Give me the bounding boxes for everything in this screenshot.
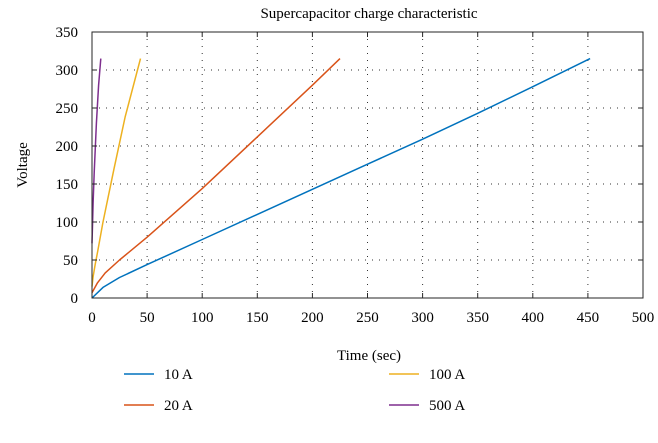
x-tick-label: 400: [522, 310, 545, 326]
series-line-500-a: [91, 58, 102, 244]
y-tick-label: 0: [71, 291, 79, 307]
x-tick-label: 50: [140, 310, 155, 326]
x-tick-label: 450: [577, 310, 600, 326]
x-tick-label: 500: [632, 310, 655, 326]
x-tick-label: 250: [356, 310, 379, 326]
series-layer: [91, 57, 591, 299]
series-line-20-a: [91, 58, 341, 294]
legend: 10 A 20 A 100 A 500 A: [124, 367, 465, 414]
x-tick-label: 350: [466, 310, 489, 326]
legend-label: 500 A: [429, 398, 465, 414]
series-line-10-a: [91, 57, 591, 299]
legend-label: 20 A: [164, 398, 193, 414]
grid: [92, 32, 643, 298]
x-tick-label: 150: [246, 310, 269, 326]
y-tick-label: 350: [56, 25, 79, 41]
y-tick-label: 50: [63, 253, 78, 269]
y-tick-label: 300: [56, 63, 79, 79]
y-tick-label: 200: [56, 139, 79, 155]
y-tick-label: 100: [56, 215, 79, 231]
y-ticks: 0 50 100 150 200 250 300 350: [56, 25, 643, 307]
series-line-100-a: [91, 58, 142, 287]
x-tick-label: 100: [191, 310, 214, 326]
y-tick-label: 250: [56, 101, 79, 117]
x-tick-label: 200: [301, 310, 324, 326]
y-axis-label: Voltage: [15, 142, 31, 188]
chart-title: Supercapacitor charge characteristic: [260, 6, 477, 22]
x-axis-label: Time (sec): [337, 348, 401, 364]
x-ticks: 0 50 100 150 200 250 300 350 400 450 500: [88, 32, 654, 326]
y-tick-label: 150: [56, 177, 79, 193]
x-tick-label: 300: [411, 310, 434, 326]
x-tick-label: 0: [88, 310, 96, 326]
legend-label: 100 A: [429, 367, 465, 383]
legend-label: 10 A: [164, 367, 193, 383]
